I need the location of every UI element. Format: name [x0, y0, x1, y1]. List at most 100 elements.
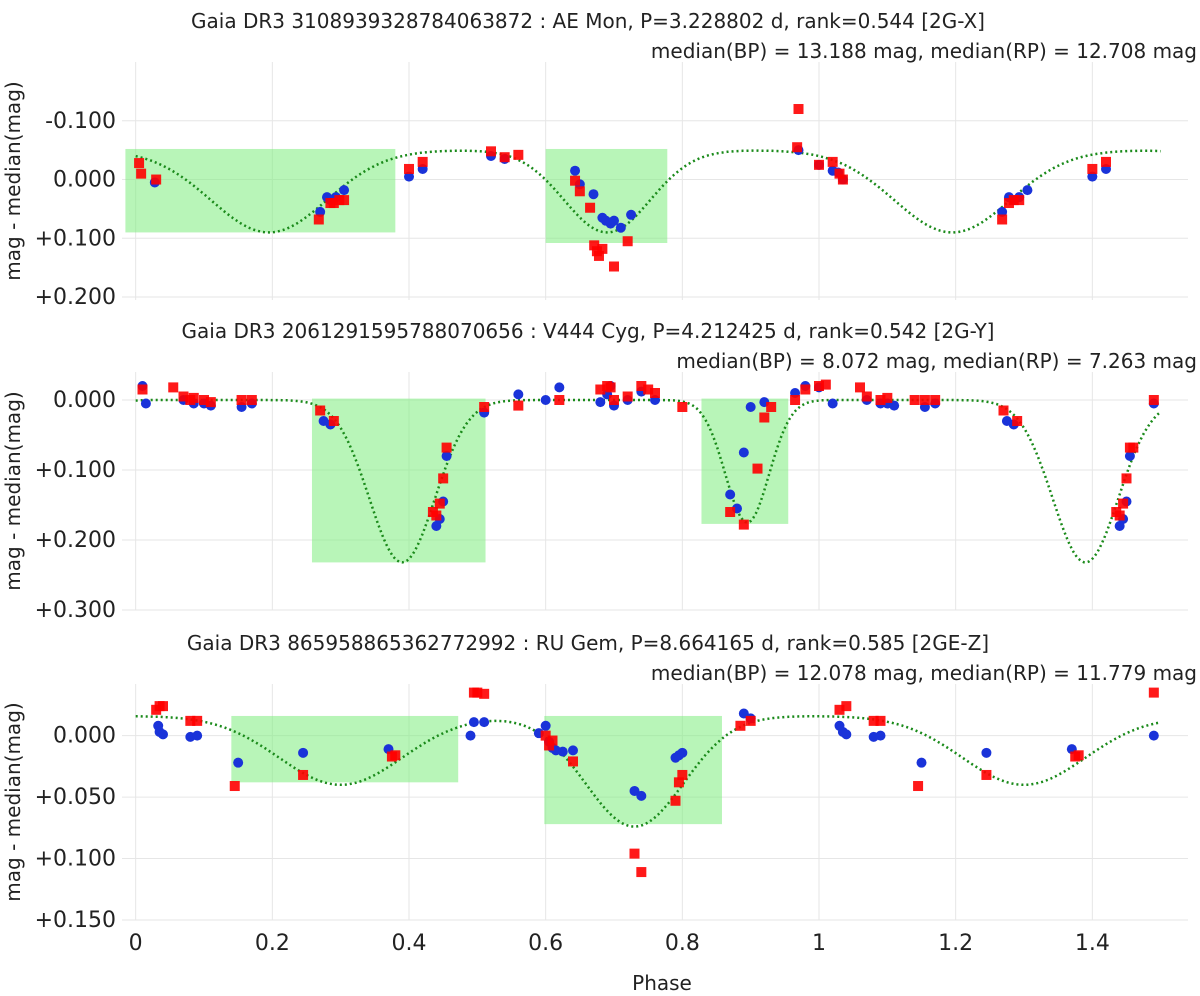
x-tick-label: 0 — [129, 931, 143, 956]
rp-point — [199, 395, 209, 405]
y-axis-label: mag - median(mag) — [1, 702, 25, 901]
panel-title: Gaia DR3 865958865362772992 : RU Gem, P=… — [187, 631, 989, 655]
rp-point — [547, 735, 558, 746]
rp-point — [735, 720, 746, 731]
rp-point — [540, 730, 551, 741]
highlight-box — [311, 398, 486, 563]
rp-point — [1087, 163, 1098, 174]
rp-point — [875, 395, 886, 405]
rp-point — [479, 688, 490, 699]
bp-point — [140, 398, 151, 409]
bp-point — [570, 165, 581, 176]
bp-point — [298, 747, 309, 758]
y-tick-label: +0.200 — [35, 528, 116, 553]
rp-point — [137, 384, 148, 395]
bp-point — [568, 745, 578, 756]
rp-point — [589, 240, 600, 251]
rp-point — [236, 395, 247, 405]
panel-2: Gaia DR3 2061291595788070656 : V444 Cyg,… — [1, 319, 1197, 623]
y-tick-label: +0.200 — [35, 285, 116, 310]
y-axis-label: mag - median(mag) — [1, 81, 25, 280]
rp-point — [997, 214, 1008, 225]
bp-point — [468, 717, 479, 728]
panel-subtitle: median(BP) = 8.072 mag, median(RP) = 7.2… — [676, 349, 1197, 373]
rp-point — [168, 382, 179, 393]
rp-point — [837, 174, 848, 185]
rp-point — [650, 388, 660, 398]
rp-point — [1118, 498, 1129, 509]
rp-point — [1148, 687, 1159, 698]
rp-point — [328, 198, 339, 209]
bp-point — [513, 389, 524, 400]
rp-point — [313, 214, 324, 225]
y-tick-label: +0.100 — [35, 458, 116, 483]
bp-point — [1148, 730, 1159, 741]
rp-point — [434, 498, 445, 509]
highlight-box — [545, 148, 668, 243]
bp-point — [745, 402, 756, 412]
rp-point — [246, 395, 257, 405]
rp-point — [622, 391, 633, 402]
x-tick-label: 1.2 — [938, 931, 973, 956]
rp-point — [882, 392, 893, 403]
rp-point — [909, 395, 920, 405]
rp-point — [229, 781, 240, 792]
rp-point — [868, 715, 879, 726]
rp-point — [814, 159, 824, 170]
x-tick-label: 1.4 — [1075, 931, 1110, 956]
model-curve — [135, 149, 1161, 234]
panel-subtitle: median(BP) = 12.078 mag, median(RP) = 11… — [651, 661, 1197, 685]
rp-point — [609, 395, 619, 405]
bp-point — [554, 382, 565, 393]
rp-point — [151, 174, 162, 185]
y-tick-label: -0.100 — [45, 109, 116, 134]
rp-point — [339, 195, 350, 206]
rp-point — [585, 202, 596, 213]
rp-point — [513, 400, 524, 411]
bp-point — [827, 398, 838, 409]
rp-point — [568, 756, 578, 767]
rp-point — [913, 781, 924, 792]
y-tick-label: 0.000 — [53, 724, 116, 749]
rp-point — [834, 704, 845, 715]
bp-point — [1022, 185, 1033, 196]
rp-point — [479, 402, 490, 412]
rp-point — [1012, 416, 1023, 426]
rp-point — [792, 142, 803, 153]
x-axis: 0 0.2 0.4 0.6 0.8 1 1.2 1.4 Phase — [129, 931, 1110, 995]
rp-point — [759, 412, 770, 423]
highlight-box — [544, 715, 722, 825]
y-tick-label: +0.150 — [35, 908, 116, 933]
x-tick-label: 0.8 — [665, 931, 700, 956]
bp-point — [441, 451, 452, 461]
rp-point — [417, 156, 428, 167]
rp-point — [298, 769, 309, 780]
rp-point — [981, 769, 992, 780]
rp-point — [875, 715, 886, 726]
rp-point — [1121, 473, 1132, 484]
bp-point — [588, 189, 599, 200]
rp-point — [328, 416, 339, 426]
rp-point — [438, 473, 449, 484]
rp-point — [673, 777, 684, 788]
rp-point — [834, 168, 845, 179]
rp-point — [404, 163, 414, 174]
rp-point — [745, 715, 756, 726]
rp-point — [188, 392, 199, 403]
bp-point — [540, 395, 551, 405]
rp-point — [752, 463, 763, 474]
rp-point — [554, 395, 565, 405]
rp-point — [1008, 195, 1019, 206]
bp-point — [158, 729, 168, 740]
model-curve — [135, 398, 1162, 564]
rp-point — [1114, 510, 1125, 521]
rp-point — [315, 405, 326, 416]
rp-point — [855, 382, 865, 393]
bp-point — [339, 185, 350, 196]
panel-title: Gaia DR3 2061291595788070656 : V444 Cyg,… — [182, 319, 995, 343]
bp-point — [1124, 451, 1135, 461]
x-tick-label: 1 — [812, 931, 826, 956]
y-tick-label: 0.000 — [53, 388, 116, 413]
rp-point — [827, 156, 838, 167]
